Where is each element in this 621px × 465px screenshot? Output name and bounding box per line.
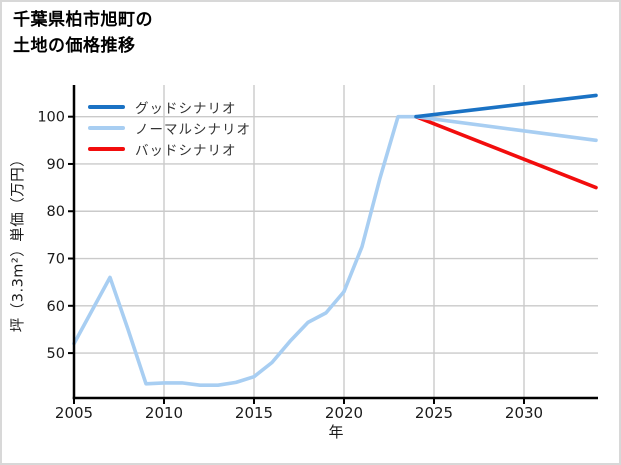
bad-scenario-line-swatch bbox=[88, 146, 125, 151]
y-axis-label: 坪（3.3m²）単価（万円） bbox=[10, 151, 27, 333]
legend-label-bad-scenario: バッドシナリオ bbox=[135, 142, 237, 159]
y-tick-label: 90 bbox=[47, 157, 65, 173]
chart-title-line2: 土地の価格推移 bbox=[13, 35, 136, 56]
x-tick-label: 2005 bbox=[55, 404, 93, 422]
series-line-bad-scenario bbox=[414, 114, 598, 190]
legend-item-good-scenario: グッドシナリオ bbox=[88, 96, 251, 117]
y-tick-label: 60 bbox=[47, 299, 65, 315]
series-line-good-scenario bbox=[414, 93, 598, 119]
y-tick-label: 100 bbox=[37, 110, 65, 126]
series-line-normal-scenario bbox=[414, 114, 598, 143]
x-axis-label: 年 bbox=[328, 423, 344, 441]
x-tick-label: 2030 bbox=[505, 404, 543, 422]
normal-scenario-line-swatch bbox=[88, 125, 125, 130]
legend-item-bad-scenario: バッドシナリオ bbox=[88, 138, 251, 159]
chart-title: 千葉県柏市旭町の 土地の価格推移 bbox=[13, 8, 153, 59]
legend-label-normal-scenario: ノーマルシナリオ bbox=[135, 121, 251, 138]
chart-title-line1: 千葉県柏市旭町の bbox=[13, 10, 153, 30]
series-line-history bbox=[72, 114, 418, 388]
y-tick-label: 50 bbox=[47, 346, 65, 362]
good-scenario-line-swatch bbox=[88, 104, 125, 109]
y-tick-label: 70 bbox=[47, 252, 65, 268]
x-tick-label: 2015 bbox=[235, 404, 273, 422]
legend-item-normal-scenario: ノーマルシナリオ bbox=[88, 117, 251, 138]
x-tick-label: 2025 bbox=[415, 404, 453, 422]
x-tick-label: 2020 bbox=[325, 404, 363, 422]
x-tick-label: 2010 bbox=[145, 404, 183, 422]
legend-label-good-scenario: グッドシナリオ bbox=[135, 100, 237, 117]
y-tick-label: 80 bbox=[47, 204, 65, 220]
legend: グッドシナリオ ノーマルシナリオ バッドシナリオ bbox=[88, 96, 251, 159]
